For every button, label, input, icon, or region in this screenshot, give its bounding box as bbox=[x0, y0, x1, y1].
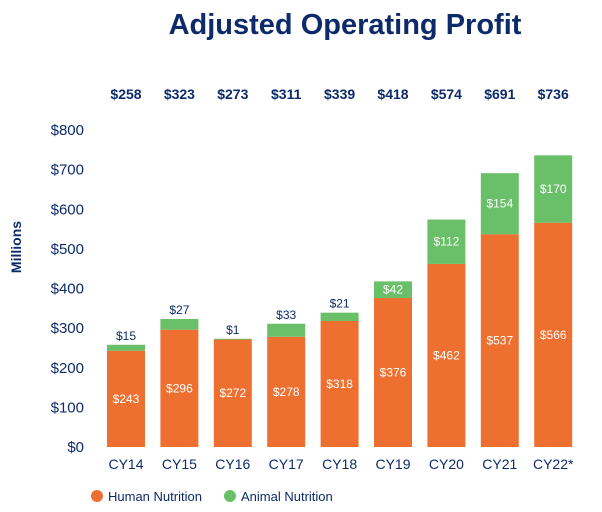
y-tick-label: $200 bbox=[51, 360, 84, 377]
data-label-human-nutrition: $278 bbox=[273, 385, 300, 399]
total-label: $311 bbox=[271, 86, 302, 102]
y-tick-label: $500 bbox=[51, 241, 84, 258]
bar-human-nutrition bbox=[534, 222, 573, 447]
x-tick-label: CY22* bbox=[533, 456, 574, 472]
y-tick-label: $700 bbox=[51, 162, 84, 179]
bar-animal-nutrition bbox=[267, 323, 306, 337]
bar-animal-nutrition bbox=[320, 312, 359, 321]
data-label-human-nutrition: $243 bbox=[113, 392, 140, 406]
y-tick-label: $800 bbox=[51, 122, 84, 139]
y-tick-label: $100 bbox=[51, 399, 84, 416]
data-label-animal-nutrition: $21 bbox=[330, 297, 350, 311]
data-label-human-nutrition: $272 bbox=[219, 386, 246, 400]
data-label-animal-nutrition: $27 bbox=[169, 303, 189, 317]
data-label-animal-nutrition: $112 bbox=[433, 235, 459, 249]
data-label-animal-nutrition: $42 bbox=[383, 283, 403, 297]
x-tick-label: CY19 bbox=[375, 456, 410, 472]
data-label-human-nutrition: $537 bbox=[486, 334, 513, 348]
data-label-human-nutrition: $462 bbox=[433, 348, 460, 362]
x-tick-label: CY16 bbox=[215, 456, 250, 472]
total-label: $258 bbox=[110, 86, 141, 102]
bar-human-nutrition bbox=[427, 263, 466, 447]
bar-animal-nutrition bbox=[374, 281, 412, 299]
legend: Human Nutrition Animal Nutrition bbox=[91, 489, 333, 504]
bar-human-nutrition bbox=[160, 329, 199, 447]
total-label: $339 bbox=[324, 86, 355, 102]
y-tick-label: $400 bbox=[51, 281, 84, 298]
bar-human-nutrition bbox=[320, 320, 359, 447]
legend-label: Animal Nutrition bbox=[241, 489, 333, 504]
data-label-animal-nutrition: $15 bbox=[116, 329, 136, 343]
y-tick-label: $0 bbox=[67, 439, 84, 456]
data-label-animal-nutrition: $154 bbox=[486, 197, 513, 211]
x-tick-label: CY14 bbox=[108, 456, 143, 472]
data-label-animal-nutrition: $33 bbox=[276, 308, 296, 322]
bar-human-nutrition bbox=[107, 350, 145, 447]
bar-animal-nutrition bbox=[534, 155, 573, 223]
data-label-animal-nutrition: $170 bbox=[540, 182, 567, 196]
bar-animal-nutrition bbox=[160, 319, 199, 330]
x-axis: CY14 CY15 CY16 CY17 CY18 CY19 CY20 CY21 CY22* bbox=[108, 456, 574, 472]
x-tick-label: CY17 bbox=[269, 456, 304, 472]
bar-animal-nutrition bbox=[107, 344, 145, 351]
data-label-human-nutrition: $296 bbox=[166, 381, 193, 395]
total-label: $323 bbox=[164, 86, 195, 102]
bar-human-nutrition bbox=[374, 298, 412, 447]
total-label: $574 bbox=[431, 86, 462, 102]
bar-human-nutrition bbox=[267, 336, 306, 447]
data-label-human-nutrition: $376 bbox=[380, 366, 407, 380]
x-tick-label: CY18 bbox=[322, 456, 357, 472]
bar-human-nutrition bbox=[213, 339, 252, 447]
total-label: $691 bbox=[484, 86, 515, 102]
total-label: $418 bbox=[377, 86, 408, 102]
total-label: $736 bbox=[538, 86, 569, 102]
bars: $243 $15 $296 $27 $272 $1 $278 $33 $318 $21 $376 $4… bbox=[107, 155, 573, 447]
bar-animal-nutrition bbox=[480, 173, 519, 235]
total-labels: $258 $323 $273 $311 $339 $418 $574 $691 $736 bbox=[110, 86, 569, 102]
data-label-human-nutrition: $566 bbox=[540, 328, 567, 342]
y-tick-label: $600 bbox=[51, 201, 84, 218]
bar-human-nutrition bbox=[480, 234, 519, 447]
x-tick-label: CY20 bbox=[429, 456, 464, 472]
x-tick-label: CY15 bbox=[162, 456, 197, 472]
chart-title: Adjusted Operating Profit bbox=[169, 9, 522, 41]
total-label: $273 bbox=[217, 86, 248, 102]
y-tick-label: $300 bbox=[51, 320, 84, 337]
y-axis-label: Millions bbox=[8, 221, 24, 273]
bar-animal-nutrition bbox=[427, 219, 466, 264]
legend-marker bbox=[224, 490, 236, 502]
legend-marker bbox=[91, 490, 103, 502]
data-label-animal-nutrition: $1 bbox=[226, 323, 240, 337]
x-tick-label: CY21 bbox=[482, 456, 517, 472]
data-label-human-nutrition: $318 bbox=[326, 377, 353, 391]
legend-label: Human Nutrition bbox=[108, 489, 202, 504]
bar-animal-nutrition bbox=[213, 338, 252, 340]
y-axis: $0 $100 $200 $300 $400 $500 $600 $700 $800 bbox=[51, 122, 84, 456]
